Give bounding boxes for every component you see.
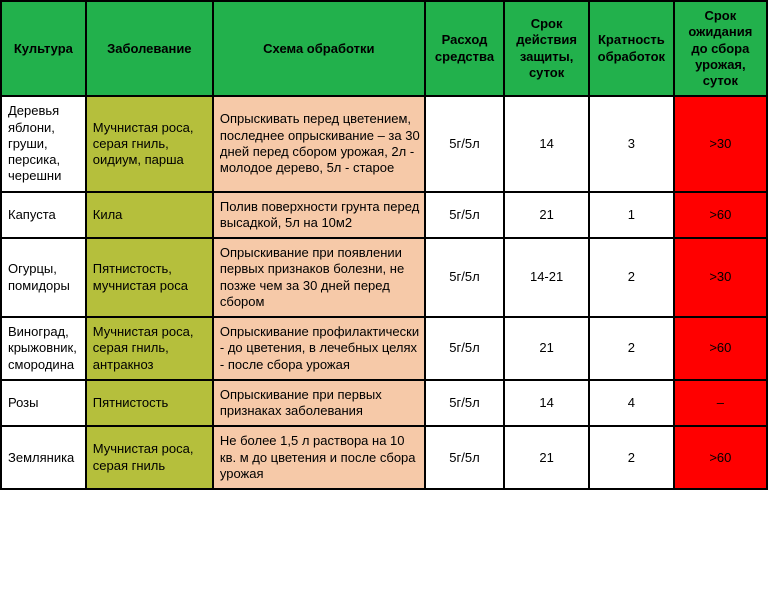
col-freq-header: Кратность обработок <box>589 1 674 96</box>
cell-disease: Мучнистая роса, серая гниль, антракноз <box>86 317 213 380</box>
table-row: Деревья яблони, груши, персика, черешни … <box>1 96 767 191</box>
cell-scheme: Опрыскивание при появлении первых призна… <box>213 238 425 317</box>
table-row: Земляника Мучнистая роса, серая гниль Не… <box>1 426 767 489</box>
cell-period: 21 <box>504 426 589 489</box>
col-culture-header: Культура <box>1 1 86 96</box>
header-row: Культура Заболевание Схема обработки Рас… <box>1 1 767 96</box>
cell-disease: Пятнистость, мучнистая роса <box>86 238 213 317</box>
cell-disease: Мучнистая роса, серая гниль <box>86 426 213 489</box>
cell-culture: Розы <box>1 380 86 427</box>
cell-culture: Капуста <box>1 192 86 239</box>
cell-wait: >60 <box>674 192 767 239</box>
cell-scheme: Полив поверхности грунта перед высадкой,… <box>213 192 425 239</box>
cell-wait: >30 <box>674 238 767 317</box>
treatment-table: Культура Заболевание Схема обработки Рас… <box>0 0 768 490</box>
cell-rate: 5г/5л <box>425 96 504 191</box>
cell-rate: 5г/5л <box>425 317 504 380</box>
cell-disease: Пятнистость <box>86 380 213 427</box>
cell-scheme: Не более 1,5 л раствора на 10 кв. м до ц… <box>213 426 425 489</box>
cell-culture: Огурцы, помидоры <box>1 238 86 317</box>
cell-culture: Земляника <box>1 426 86 489</box>
cell-rate: 5г/5л <box>425 380 504 427</box>
cell-freq: 2 <box>589 426 674 489</box>
table-row: Розы Пятнистость Опрыскивание при первых… <box>1 380 767 427</box>
cell-scheme: Опрыскивание профилактически - до цветен… <box>213 317 425 380</box>
cell-freq: 1 <box>589 192 674 239</box>
cell-rate: 5г/5л <box>425 238 504 317</box>
cell-period: 21 <box>504 192 589 239</box>
cell-period: 14 <box>504 380 589 427</box>
cell-wait: >60 <box>674 317 767 380</box>
cell-culture: Деревья яблони, груши, персика, черешни <box>1 96 86 191</box>
cell-freq: 2 <box>589 238 674 317</box>
cell-disease: Мучнистая роса, серая гниль, оидиум, пар… <box>86 96 213 191</box>
cell-disease: Кила <box>86 192 213 239</box>
col-rate-header: Расход средства <box>425 1 504 96</box>
cell-wait: >60 <box>674 426 767 489</box>
cell-culture: Виноград, крыжовник, смородина <box>1 317 86 380</box>
col-scheme-header: Схема обработки <box>213 1 425 96</box>
cell-scheme: Опрыскивать перед цветением, последнее о… <box>213 96 425 191</box>
col-wait-header: Срок ожидания до сбора урожая, суток <box>674 1 767 96</box>
table-row: Огурцы, помидоры Пятнистость, мучнистая … <box>1 238 767 317</box>
cell-freq: 2 <box>589 317 674 380</box>
cell-period: 14 <box>504 96 589 191</box>
cell-wait: – <box>674 380 767 427</box>
cell-scheme: Опрыскивание при первых признаках заболе… <box>213 380 425 427</box>
cell-freq: 4 <box>589 380 674 427</box>
cell-freq: 3 <box>589 96 674 191</box>
cell-rate: 5г/5л <box>425 192 504 239</box>
table-row: Виноград, крыжовник, смородина Мучнистая… <box>1 317 767 380</box>
col-period-header: Срок действия защиты, суток <box>504 1 589 96</box>
col-disease-header: Заболевание <box>86 1 213 96</box>
cell-wait: >30 <box>674 96 767 191</box>
cell-rate: 5г/5л <box>425 426 504 489</box>
table-row: Капуста Кила Полив поверхности грунта пе… <box>1 192 767 239</box>
cell-period: 14-21 <box>504 238 589 317</box>
cell-period: 21 <box>504 317 589 380</box>
table-body: Деревья яблони, груши, персика, черешни … <box>1 96 767 489</box>
